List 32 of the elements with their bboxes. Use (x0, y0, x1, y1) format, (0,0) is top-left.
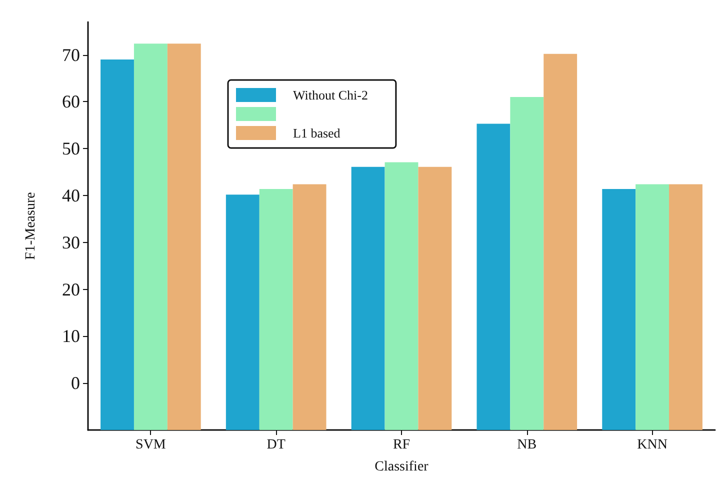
x-tick-label: SVM (136, 438, 166, 452)
bar (544, 54, 578, 430)
bar (167, 44, 201, 430)
x-axis-title: Classifier (374, 460, 429, 474)
y-tick-label: 60 (62, 92, 80, 112)
y-tick-label: 50 (62, 138, 80, 159)
y-tick-label: 0 (71, 373, 80, 394)
x-tick-label: KNN (637, 438, 668, 452)
legend-label: Without Chi-2 (293, 88, 368, 102)
bar (669, 184, 702, 430)
bar (636, 184, 670, 430)
bar (351, 166, 385, 430)
bar (510, 97, 544, 430)
bar (259, 188, 293, 430)
y-tick-label: 10 (62, 326, 80, 346)
bar (418, 166, 452, 430)
bar (226, 194, 260, 430)
bar (384, 162, 418, 430)
bar (100, 60, 134, 430)
y-axis-title: F1-Measure (24, 192, 38, 260)
x-tick-label: DT (266, 438, 286, 452)
x-tick-label: RF (392, 438, 410, 452)
bar (602, 188, 636, 430)
y-tick-label: 20 (62, 279, 80, 300)
bar (292, 184, 326, 430)
y-tick-label: 30 (62, 232, 80, 252)
y-tick-label: 70 (62, 44, 80, 65)
legend-label: L1 based (293, 126, 341, 140)
bar (476, 124, 510, 430)
x-tick-label: NB (517, 438, 537, 452)
y-tick-label: 40 (62, 186, 80, 206)
bar (134, 44, 168, 430)
